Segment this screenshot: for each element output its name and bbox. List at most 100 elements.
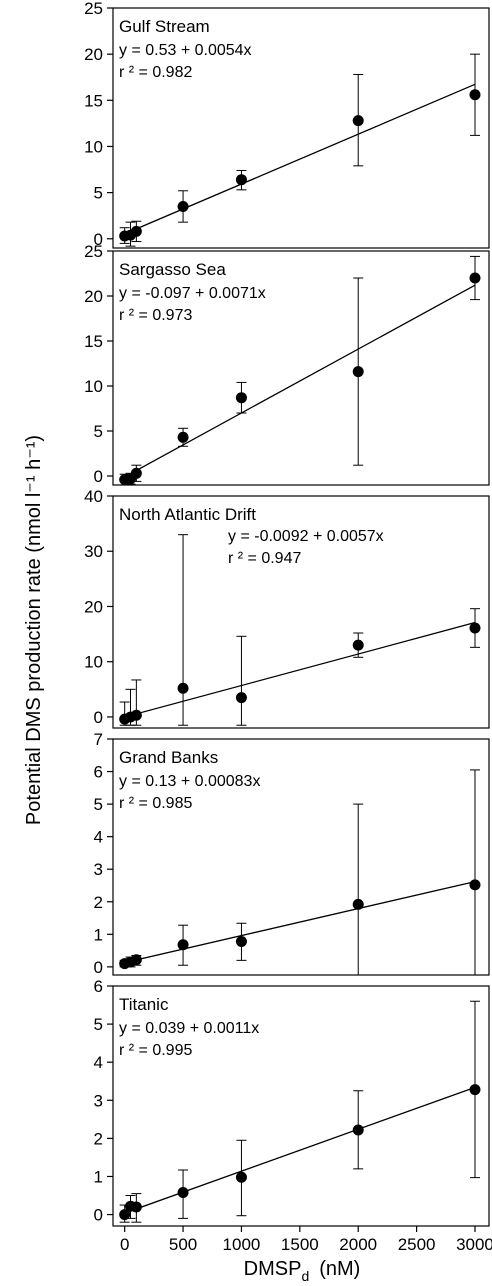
x-tick-label: 3000 <box>456 1235 492 1254</box>
regression-equation: y = 0.039 + 0.0011x <box>119 1020 259 1037</box>
regression-line <box>124 83 476 235</box>
y-tick-label: 1 <box>94 925 103 944</box>
data-point <box>235 692 247 704</box>
y-tick-label: 4 <box>94 828 103 847</box>
regression-equation: y = -0.097 + 0.0071x <box>119 285 266 302</box>
x-tick-label: 2500 <box>398 1235 436 1254</box>
y-tick-label: 5 <box>94 184 103 203</box>
data-point <box>130 1201 142 1213</box>
data-point <box>177 200 189 212</box>
y-tick-label: 2 <box>94 1129 103 1148</box>
x-axis-title-main: DMSP <box>244 1258 302 1280</box>
data-point <box>177 682 189 694</box>
data-point <box>119 1209 131 1221</box>
x-tick-label: 500 <box>169 1235 197 1254</box>
y-tick-label: 10 <box>84 137 103 156</box>
panel-5: 0 1 2 3 4 5 6 0 500 1000 1500 2000 2500 3000 Titanic y … <box>94 977 492 1254</box>
y-tick-label: 5 <box>94 1015 103 1034</box>
panel-4: 0 1 2 3 4 5 6 7 Grand Banks y = 0.13 + 0.00083x r … <box>94 730 490 977</box>
data-point <box>177 1186 189 1198</box>
data-point <box>130 954 142 966</box>
y-tick-label: 25 <box>84 0 103 18</box>
y-tick-label: 3 <box>94 860 103 879</box>
data-point <box>469 879 481 891</box>
data-point <box>352 115 364 127</box>
y-tick-label: 40 <box>84 487 103 506</box>
plot-frame <box>112 7 490 249</box>
x-axis-title: DMSPd (nM) <box>244 1258 361 1284</box>
panel-3: 0 10 20 30 40 North Atlantic Drift y = -0.0092… <box>84 487 490 729</box>
x-axis-title-unit: (nM) <box>319 1258 360 1280</box>
regression-equation: y = -0.0092 + 0.0057x <box>228 528 384 545</box>
plot-frame <box>112 250 490 486</box>
y-tick-label: 30 <box>84 542 103 561</box>
y-tick-label: 20 <box>84 45 103 64</box>
regression-line <box>124 880 476 964</box>
data-point <box>352 639 364 651</box>
data-point <box>130 225 142 237</box>
data-point <box>130 709 142 721</box>
y-tick-label: 0 <box>94 1206 103 1225</box>
panel-title: Gulf Stream <box>119 17 210 36</box>
data-point <box>469 622 481 634</box>
r-squared-label: r ² = 0.985 <box>119 795 192 812</box>
x-tick-label: 0 <box>120 1235 129 1254</box>
r-squared-label: r ² = 0.947 <box>228 550 301 567</box>
plot-frame <box>112 738 490 976</box>
y-tick-label: 20 <box>84 287 103 306</box>
data-point <box>130 467 142 479</box>
regression-equation: y = 0.53 + 0.0054x <box>119 42 252 59</box>
panel-title: Sargasso Sea <box>119 260 226 279</box>
y-tick-label: 0 <box>94 230 103 249</box>
panel-title: Grand Banks <box>119 748 218 767</box>
x-axis-title-subscript: d <box>301 1268 309 1284</box>
panel-2: 0 5 10 15 20 25 Sargasso Sea y = -0.097 + 0.007… <box>84 242 490 486</box>
regression-line <box>124 1086 476 1214</box>
y-tick-label: 4 <box>94 1053 103 1072</box>
data-point <box>352 1124 364 1136</box>
y-axis-title: Potential DMS production rate (nmol l⁻¹ … <box>23 435 45 825</box>
panel-title: North Atlantic Drift <box>119 505 256 524</box>
y-tick-label: 15 <box>84 332 103 351</box>
data-point <box>469 272 481 284</box>
y-tick-label: 7 <box>94 730 103 749</box>
x-tick-label: 1000 <box>223 1235 261 1254</box>
r-squared-label: r ² = 0.995 <box>119 1042 192 1059</box>
y-tick-label: 6 <box>94 763 103 782</box>
data-point <box>352 898 364 910</box>
r-squared-label: r ² = 0.973 <box>119 307 192 324</box>
data-point <box>235 1171 247 1183</box>
plot-frame <box>112 985 490 1227</box>
y-tick-label: 3 <box>94 1091 103 1110</box>
data-point <box>235 935 247 947</box>
regression-equation: y = 0.13 + 0.00083x <box>119 773 260 790</box>
x-tick-label: 2000 <box>339 1235 377 1254</box>
y-tick-label: 2 <box>94 893 103 912</box>
y-tick-label: 5 <box>94 422 103 441</box>
regression-line <box>124 621 476 718</box>
y-tick-label: 10 <box>84 377 103 396</box>
data-point <box>469 89 481 101</box>
panel-1: 0 5 10 15 20 25 Gulf Stream y = 0.53 + 0.0054x r… <box>84 0 490 249</box>
y-tick-label: 10 <box>84 653 103 672</box>
y-tick-label: 15 <box>84 91 103 110</box>
y-tick-label: 6 <box>94 977 103 996</box>
r-squared-label: r ² = 0.982 <box>119 64 192 81</box>
y-tick-label: 25 <box>84 242 103 261</box>
y-tick-label: 0 <box>94 467 103 486</box>
panel-title: Titanic <box>119 995 169 1014</box>
y-tick-label: 0 <box>94 958 103 977</box>
y-tick-label: 5 <box>94 795 103 814</box>
data-point <box>177 431 189 443</box>
plot-frame <box>112 495 490 729</box>
x-tick-label: 1500 <box>281 1235 319 1254</box>
y-tick-label: 20 <box>84 597 103 616</box>
data-point <box>469 1084 481 1096</box>
y-tick-label: 1 <box>94 1167 103 1186</box>
data-point <box>235 392 247 404</box>
data-point <box>235 174 247 186</box>
y-tick-label: 0 <box>94 708 103 727</box>
data-point <box>177 939 189 951</box>
data-point <box>352 366 364 378</box>
